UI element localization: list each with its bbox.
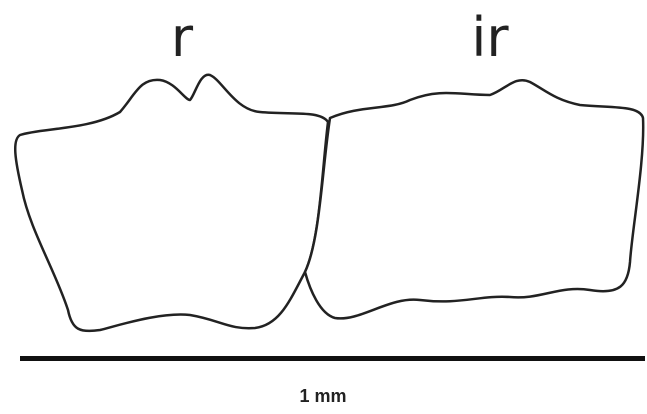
right-outline <box>303 79 645 320</box>
scale-bar-label: 1 mm <box>299 386 346 406</box>
scale-bar <box>20 356 645 361</box>
shape-label: r <box>171 6 194 69</box>
shape-label: ir <box>471 6 509 69</box>
left-outline <box>14 73 330 333</box>
